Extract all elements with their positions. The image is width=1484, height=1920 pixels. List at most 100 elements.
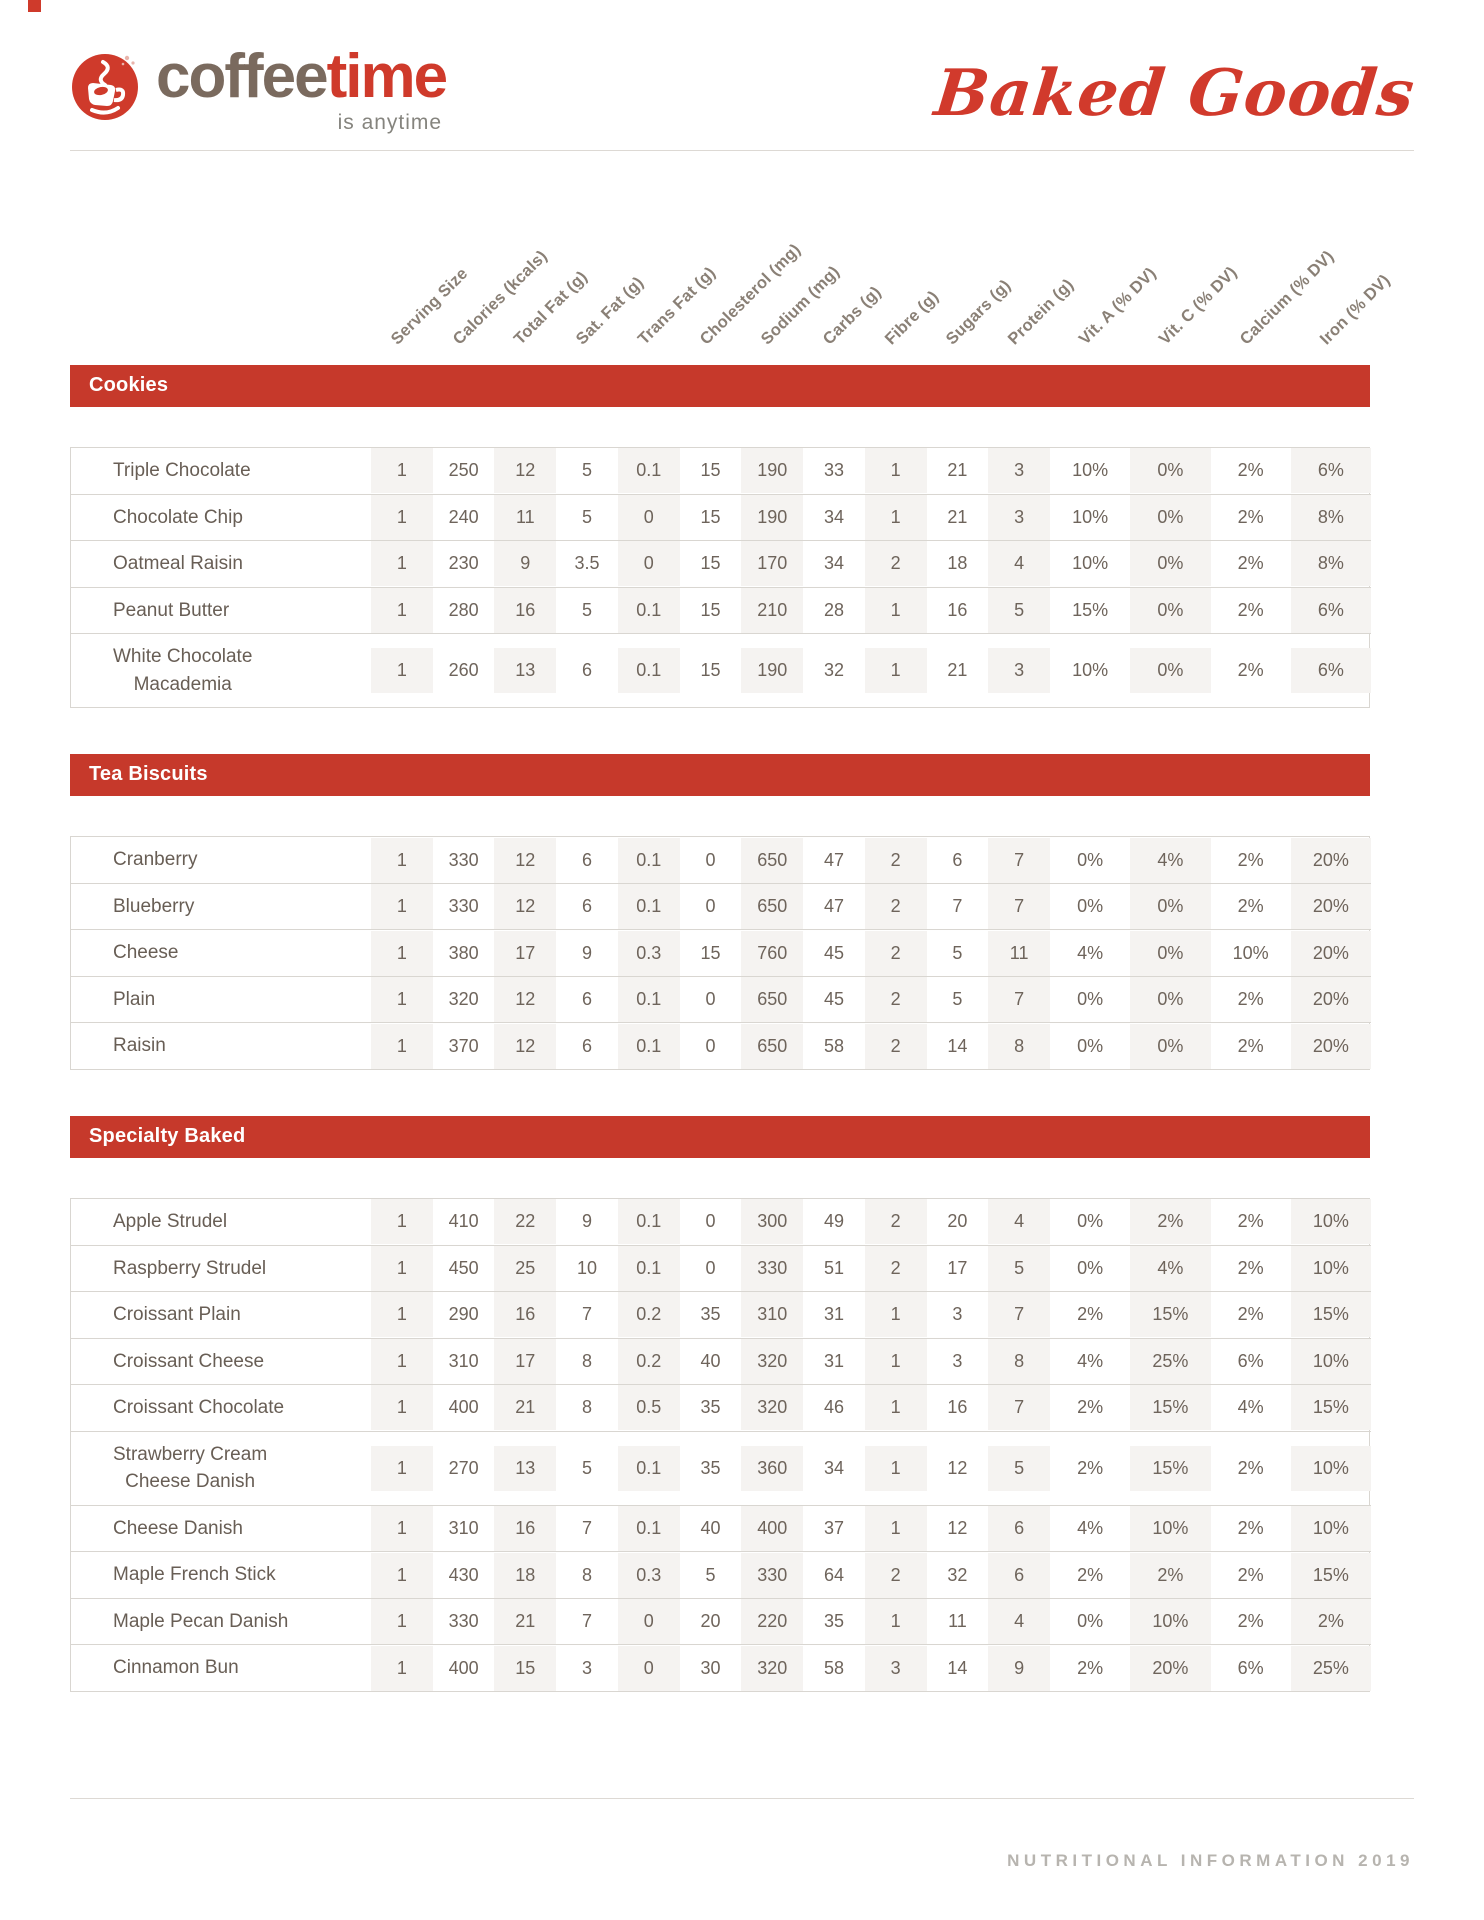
value-cell: 21 [494, 1599, 557, 1645]
value-cell: 0.2 [617, 1338, 680, 1384]
value-cell: 1 [371, 587, 433, 633]
value-cell: 0% [1077, 1211, 1104, 1232]
value-cell: 3 [582, 1657, 593, 1678]
value-cell: 6% [1290, 587, 1371, 633]
value-cell: 15% [1130, 1445, 1211, 1491]
value-cell: 0 [705, 849, 716, 870]
value-cell: 1 [371, 648, 433, 694]
value-cell: 650 [741, 977, 804, 1023]
section-table: Apple Strudel 1 410 22 9 0.1 0 300 49 2 20 4 0% 2% 2% 1… [70, 1198, 1371, 1693]
value-cell: 8 [988, 1023, 1050, 1069]
value-cell: 1 [864, 1599, 927, 1645]
table-row: Plain 1 320 12 6 0.1 0 650 45 2 5 7 0% 0% 2% 20% [71, 975, 1371, 1023]
table-row: Maple French Stick 1 430 18 8 0.3 5 330 64 2 32 6 2%… [71, 1551, 1371, 1598]
value-cell: 35 [700, 1397, 721, 1418]
value-cell: 12 [494, 837, 557, 883]
item-name: Croissant Plain [113, 1304, 241, 1326]
value-cell: 2% [1077, 1304, 1104, 1325]
table-row: Cinnamon Bun 1 400 15 3 0 30 320 58 3 14 9 2% 20% 6% 25… [71, 1644, 1371, 1691]
value-cell: 320 [448, 989, 479, 1010]
value-cell: 4 [988, 1599, 1050, 1645]
value-cell: 370 [448, 1035, 479, 1056]
value-cell: 40 [700, 1518, 721, 1539]
value-cell: 21 [947, 660, 968, 681]
item-name: Plain [113, 988, 156, 1010]
value-cell: 0% [1130, 884, 1211, 930]
value-cell: 650 [741, 884, 804, 930]
value-cell: 0 [705, 1035, 716, 1056]
value-cell: 0% [1130, 1023, 1211, 1069]
value-cell: 12 [947, 1518, 968, 1539]
value-cell: 10% [1072, 460, 1109, 481]
value-cell: 15% [1072, 599, 1109, 620]
value-cell: 2% [1237, 1564, 1264, 1585]
value-cell: 0.1 [617, 448, 680, 494]
value-cell: 310 [448, 1350, 479, 1371]
item-name: Maple French Stick [113, 1564, 276, 1586]
value-cell: 2 [864, 541, 927, 587]
value-cell: 1 [864, 1292, 927, 1338]
value-cell: 0 [617, 1645, 680, 1691]
value-cell: 5 [952, 989, 963, 1010]
value-cell: 0.1 [617, 587, 680, 633]
value-cell: 2% [1237, 849, 1264, 870]
value-cell: 760 [741, 930, 804, 976]
value-cell: 0% [1077, 849, 1104, 870]
value-cell: 34 [823, 1457, 844, 1478]
value-cell: 9 [988, 1645, 1050, 1691]
item-name: Maple Pecan Danish [113, 1610, 289, 1632]
value-cell: 2% [1237, 1035, 1264, 1056]
value-cell: 4% [1130, 1245, 1211, 1291]
value-cell: 15% [1290, 1385, 1371, 1431]
value-cell: 15% [1130, 1292, 1211, 1338]
value-cell: 47 [823, 896, 844, 917]
logo-word-time: time [326, 42, 448, 111]
value-cell: 2 [864, 1245, 927, 1291]
value-cell: 15 [700, 506, 721, 527]
section-banner-label: Cookies [89, 374, 169, 396]
value-cell: 11 [988, 930, 1050, 976]
value-cell: 0.1 [617, 1199, 680, 1245]
column-header-label: Iron (% DV) [1316, 271, 1394, 349]
value-cell: 4 [988, 1199, 1050, 1245]
value-cell: 9 [582, 1211, 593, 1232]
value-cell: 12 [494, 977, 557, 1023]
value-cell: 320 [741, 1338, 804, 1384]
page: coffeetime is anytime Baked Goods Servin… [70, 0, 1418, 1738]
value-cell: 20% [1290, 1023, 1371, 1069]
value-cell: 16 [494, 1506, 557, 1552]
section-table: Triple Chocolate 1 250 12 5 0.1 15 190 33 1 21 3 10%… [70, 447, 1371, 709]
value-cell: 10% [1072, 553, 1109, 574]
value-cell: 33 [823, 460, 844, 481]
value-cell: 310 [448, 1518, 479, 1539]
value-cell: 1 [864, 1445, 927, 1491]
value-cell: 0% [1077, 1257, 1104, 1278]
value-cell: 1 [864, 448, 927, 494]
value-cell: 4% [1077, 1350, 1104, 1371]
value-cell: 1 [864, 1506, 927, 1552]
value-cell: 4 [988, 541, 1050, 587]
value-cell: 15 [700, 599, 721, 620]
value-cell: 20 [947, 1211, 968, 1232]
table-row: White Chocolate Macademia 1 260 13 6 0.1 15 190… [71, 633, 1371, 707]
value-cell: 280 [448, 599, 479, 620]
item-name: Raisin [113, 1035, 166, 1057]
value-cell: 0% [1077, 1035, 1104, 1056]
value-cell: 0% [1130, 541, 1211, 587]
value-cell: 8 [582, 1397, 593, 1418]
value-cell: 4% [1077, 942, 1104, 963]
value-cell: 47 [823, 849, 844, 870]
value-cell: 1 [371, 1506, 433, 1552]
value-cell: 1 [371, 1552, 433, 1598]
page-header: coffeetime is anytime Baked Goods [70, 0, 1418, 150]
logo-text: coffeetime is anytime [156, 46, 448, 134]
value-cell: 6 [582, 849, 593, 870]
value-cell: 10% [1130, 1506, 1211, 1552]
nutrition-section: Cookies Triple Chocolate 1 250 12 5 0.1 15 190 3… [70, 365, 1414, 709]
item-name: Croissant Chocolate [113, 1397, 285, 1419]
value-cell: 380 [448, 942, 479, 963]
value-cell: 1 [371, 1645, 433, 1691]
value-cell: 34 [823, 553, 844, 574]
value-cell: 7 [582, 1518, 593, 1539]
value-cell: 25% [1130, 1338, 1211, 1384]
